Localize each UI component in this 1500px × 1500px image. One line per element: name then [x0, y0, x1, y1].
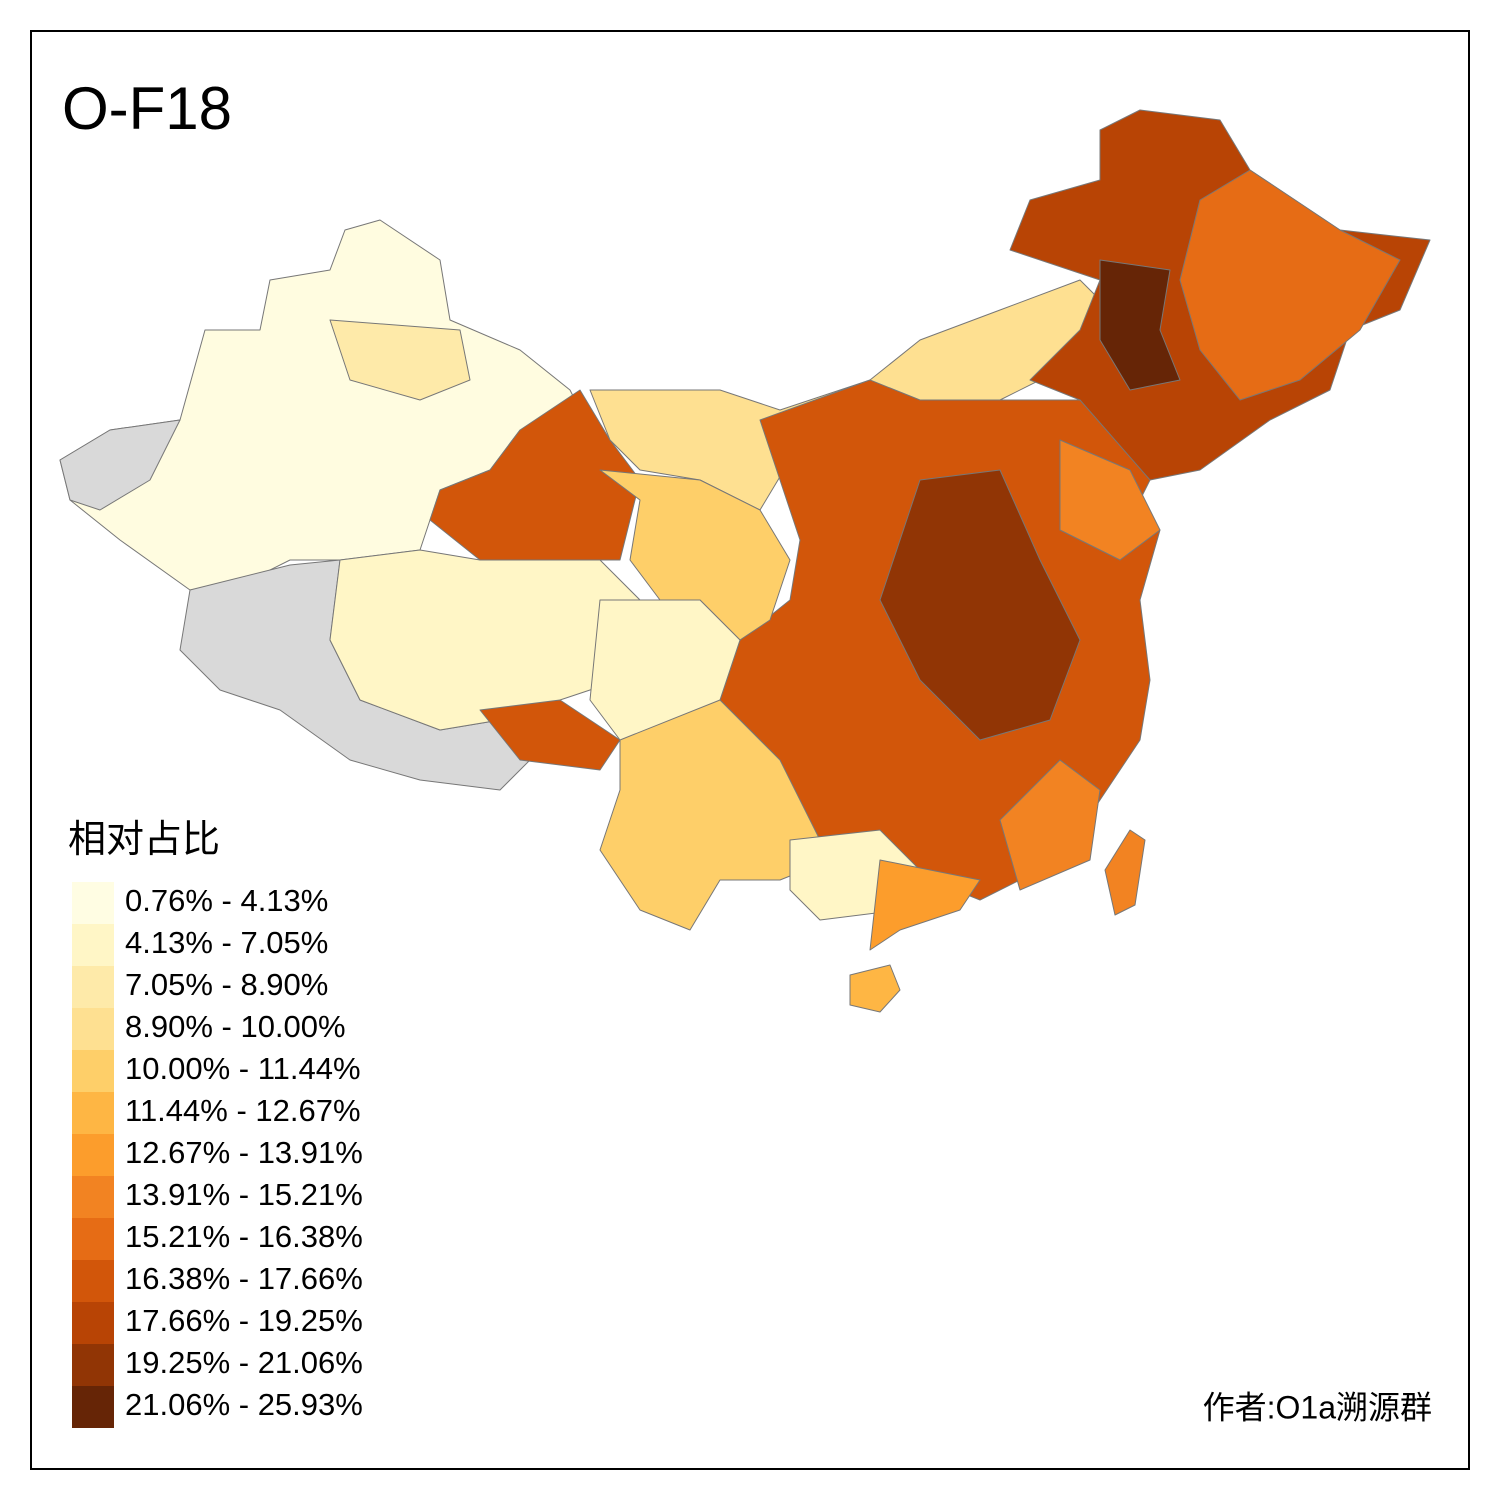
- region: [1099, 259, 1181, 391]
- legend-label: 19.25% - 21.06%: [125, 1345, 363, 1380]
- legend-label: 12.67% - 13.91%: [125, 1135, 363, 1170]
- legend-swatch: [72, 1218, 114, 1260]
- legend-swatch: [72, 1134, 114, 1176]
- legend-swatch: [72, 1302, 114, 1344]
- region: [329, 319, 471, 401]
- region: [479, 699, 621, 771]
- region: [1179, 169, 1401, 401]
- legend-label: 7.05% - 8.90%: [125, 967, 328, 1002]
- legend-swatch: [72, 1008, 114, 1050]
- region: [599, 699, 831, 931]
- legend-swatch: [72, 1344, 114, 1386]
- legend-label: 16.38% - 17.66%: [125, 1261, 363, 1296]
- legend-label: 4.13% - 7.05%: [125, 925, 328, 960]
- legend-label: 10.00% - 11.44%: [125, 1051, 361, 1086]
- legend-swatch: [72, 1386, 114, 1428]
- region: [999, 759, 1101, 891]
- map-title: O-F18: [62, 75, 232, 142]
- region: [1059, 439, 1161, 561]
- legend-swatch: [72, 882, 114, 924]
- island: [1104, 829, 1146, 916]
- legend-swatch: [72, 924, 114, 966]
- legend-label: 17.66% - 19.25%: [125, 1303, 363, 1338]
- legend-swatch: [72, 1260, 114, 1302]
- region: [59, 419, 181, 511]
- legend: 0.76% - 4.13% 4.13% - 7.05% 7.05% - 8.90% 8…: [72, 882, 363, 1428]
- legend-label: 21.06% - 25.93%: [125, 1387, 363, 1422]
- legend-label: 0.76% - 4.13%: [125, 883, 328, 918]
- island: [849, 964, 901, 1013]
- author-note: 作者:O1a溯源群: [1203, 1389, 1432, 1425]
- legend-label: 15.21% - 16.38%: [125, 1219, 363, 1254]
- region: [429, 389, 641, 561]
- legend-swatch: [72, 1050, 114, 1092]
- legend-label: 8.90% - 10.00%: [125, 1009, 346, 1044]
- legend-swatch: [72, 966, 114, 1008]
- legend-label: 13.91% - 15.21%: [125, 1177, 363, 1212]
- legend-label: 11.44% - 12.67%: [125, 1093, 361, 1128]
- legend-swatch: [72, 1092, 114, 1134]
- region: [869, 859, 981, 951]
- region: [879, 469, 1081, 741]
- legend-swatch: [72, 1176, 114, 1218]
- map: [59, 109, 1431, 1013]
- legend-title: 相对占比: [68, 819, 220, 861]
